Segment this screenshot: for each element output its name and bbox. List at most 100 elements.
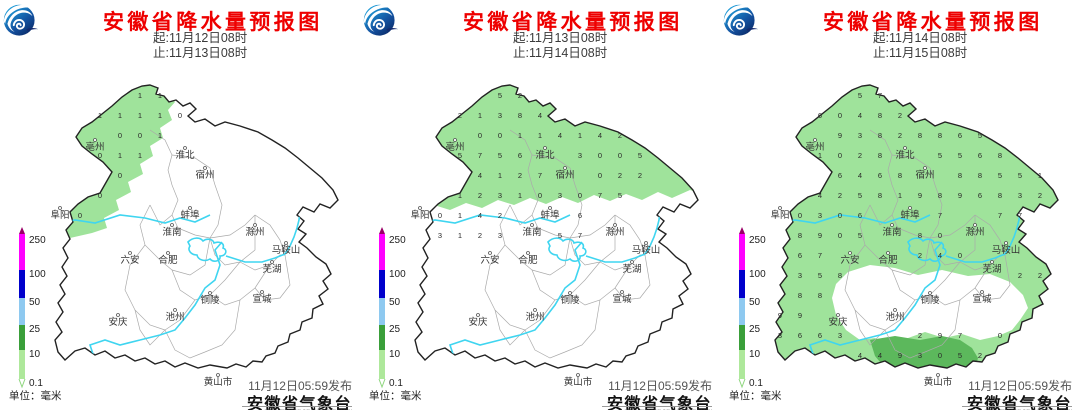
svg-text:100: 100 [29, 269, 46, 280]
svg-text:铜陵: 铜陵 [200, 294, 220, 306]
svg-text:淮南: 淮南 [882, 226, 901, 238]
svg-text:8: 8 [518, 111, 522, 120]
svg-text:1: 1 [118, 111, 122, 120]
svg-text:2: 2 [518, 91, 522, 100]
svg-text:1: 1 [458, 191, 462, 200]
svg-text:芜湖: 芜湖 [262, 263, 281, 275]
svg-text:5: 5 [498, 151, 502, 160]
svg-text:2: 2 [978, 351, 982, 360]
svg-text:1: 1 [458, 211, 462, 220]
svg-text:1: 1 [498, 171, 502, 180]
svg-text:6: 6 [818, 331, 822, 340]
svg-text:4: 4 [878, 351, 882, 360]
svg-text:8: 8 [798, 231, 802, 240]
svg-text:2: 2 [898, 131, 902, 140]
svg-text:7: 7 [998, 211, 1002, 220]
svg-text:2: 2 [838, 191, 842, 200]
svg-text:50: 50 [749, 297, 761, 308]
svg-text:1: 1 [478, 111, 482, 120]
svg-text:0: 0 [798, 211, 802, 220]
svg-text:8: 8 [818, 291, 822, 300]
svg-text:9: 9 [818, 231, 822, 240]
svg-text:6: 6 [518, 151, 522, 160]
svg-text:0: 0 [838, 111, 842, 120]
svg-text:马鞍山: 马鞍山 [992, 244, 1021, 256]
svg-text:5: 5 [1018, 171, 1022, 180]
svg-text:4: 4 [938, 251, 942, 260]
svg-text:8: 8 [918, 131, 922, 140]
svg-text:7: 7 [598, 191, 602, 200]
svg-text:0: 0 [98, 191, 102, 200]
svg-text:2: 2 [458, 111, 462, 120]
svg-text:7: 7 [938, 211, 942, 220]
svg-text:1: 1 [578, 131, 582, 140]
svg-text:6: 6 [798, 251, 802, 260]
svg-text:0: 0 [478, 131, 482, 140]
svg-text:2: 2 [1038, 271, 1042, 280]
svg-text:合肥: 合肥 [158, 254, 178, 266]
svg-text:六安: 六安 [120, 254, 139, 266]
svg-text:宿州: 宿州 [555, 169, 574, 181]
svg-text:7: 7 [578, 231, 582, 240]
svg-text:2: 2 [478, 231, 482, 240]
svg-text:5: 5 [858, 91, 862, 100]
svg-text:亳州: 亳州 [445, 141, 464, 153]
svg-text:0: 0 [498, 131, 502, 140]
svg-text:六安: 六安 [480, 254, 499, 266]
svg-text:0: 0 [618, 151, 622, 160]
svg-text:2: 2 [858, 151, 862, 160]
svg-text:0: 0 [938, 231, 942, 240]
svg-text:黄山市: 黄山市 [204, 376, 233, 388]
svg-text:5: 5 [558, 231, 562, 240]
svg-text:淮南: 淮南 [162, 226, 181, 238]
svg-text:1: 1 [1038, 171, 1042, 180]
svg-text:3: 3 [798, 271, 802, 280]
svg-text:2: 2 [918, 251, 922, 260]
svg-text:10: 10 [749, 349, 761, 360]
svg-text:蚌埠: 蚌埠 [900, 209, 920, 221]
svg-text:5: 5 [818, 271, 822, 280]
svg-text:芜湖: 芜湖 [622, 263, 641, 275]
svg-text:铜陵: 铜陵 [560, 294, 580, 306]
svg-text:6: 6 [878, 171, 882, 180]
svg-text:0: 0 [938, 351, 942, 360]
svg-text:8: 8 [938, 191, 942, 200]
svg-text:50: 50 [389, 297, 401, 308]
svg-text:安庆: 安庆 [108, 316, 128, 328]
svg-text:8: 8 [998, 191, 1002, 200]
svg-text:1: 1 [898, 191, 902, 200]
svg-text:25: 25 [389, 324, 401, 335]
svg-text:3: 3 [838, 331, 842, 340]
svg-text:阜阳: 阜阳 [50, 209, 69, 221]
svg-text:25: 25 [29, 324, 41, 335]
svg-text:7: 7 [1018, 211, 1022, 220]
svg-text:6: 6 [818, 111, 822, 120]
svg-text:4: 4 [858, 351, 862, 360]
svg-text:2: 2 [478, 191, 482, 200]
svg-text:5: 5 [998, 171, 1002, 180]
svg-text:8: 8 [918, 231, 922, 240]
svg-text:5: 5 [858, 191, 862, 200]
svg-text:9: 9 [938, 331, 942, 340]
svg-text:0.1: 0.1 [29, 378, 43, 389]
svg-text:1: 1 [158, 111, 162, 120]
svg-text:芜湖: 芜湖 [982, 263, 1001, 275]
svg-text:0: 0 [998, 331, 1002, 340]
svg-text:8: 8 [878, 151, 882, 160]
svg-text:8: 8 [898, 171, 902, 180]
svg-text:3: 3 [498, 231, 502, 240]
svg-text:淮北: 淮北 [535, 150, 555, 161]
svg-text:阜阳: 阜阳 [410, 209, 429, 221]
svg-text:50: 50 [29, 297, 41, 308]
svg-text:0: 0 [838, 211, 842, 220]
svg-text:5: 5 [618, 191, 622, 200]
svg-text:1: 1 [158, 131, 162, 140]
svg-text:1: 1 [158, 91, 162, 100]
svg-text:0: 0 [598, 151, 602, 160]
svg-text:黄山市: 黄山市 [564, 376, 593, 388]
svg-text:2: 2 [518, 171, 522, 180]
svg-text:5: 5 [958, 351, 962, 360]
svg-text:6: 6 [798, 331, 802, 340]
svg-text:8: 8 [998, 151, 1002, 160]
svg-text:宣城: 宣城 [972, 293, 992, 305]
